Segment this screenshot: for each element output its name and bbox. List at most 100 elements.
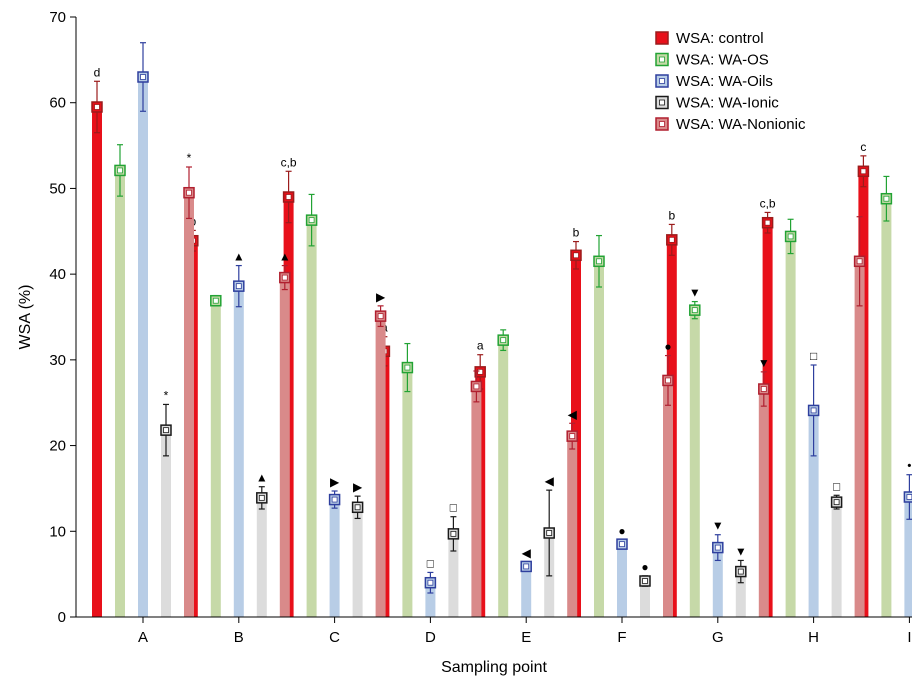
- x-tick-label: H: [808, 629, 819, 646]
- bar: [498, 340, 509, 617]
- mean-marker-center: [140, 74, 146, 80]
- significance-label: ▼: [758, 356, 770, 370]
- mean-marker-center: [764, 219, 771, 226]
- bar: [640, 581, 650, 617]
- mean-marker-center: [714, 544, 721, 551]
- bar: [567, 436, 578, 617]
- mean-marker-center: [117, 167, 123, 174]
- mean-marker-center: [235, 283, 242, 290]
- plot-area: dbc,baabbc,bc▼▲▶□◀●▼□•*▲▶□◀●▼□•*▲▶◀●▼•: [91, 42, 912, 618]
- mean-marker-center: [404, 364, 411, 371]
- legend-swatch: [655, 31, 669, 45]
- mean-marker-center: [500, 337, 507, 344]
- mean-marker-center: [163, 427, 169, 434]
- mean-marker-center: [546, 530, 553, 536]
- significance-label: ▶: [330, 475, 340, 489]
- mean-marker-center: [569, 433, 576, 440]
- significance-label: ▼: [689, 286, 701, 300]
- bar: [448, 533, 459, 617]
- bar: [663, 380, 673, 617]
- significance-label: ▶: [376, 290, 386, 304]
- mean-marker-center: [331, 496, 338, 503]
- y-tick-label: 70: [49, 9, 66, 26]
- significance-label: ●: [664, 340, 671, 354]
- significance-label: □: [427, 556, 434, 570]
- bar: [471, 386, 482, 617]
- bar: [92, 107, 102, 617]
- bar: [594, 261, 604, 617]
- mean-marker-center: [787, 233, 794, 240]
- significance-label: ◀: [568, 407, 578, 421]
- x-tick-label: B: [234, 629, 244, 646]
- bar: [233, 286, 244, 617]
- mean-marker-center: [596, 258, 602, 265]
- mean-marker-center: [473, 383, 480, 390]
- legend-swatch-center: [659, 56, 665, 63]
- significance-label: ◀: [545, 474, 555, 488]
- bar: [279, 277, 290, 617]
- significance-label: *: [164, 388, 169, 402]
- bar: [210, 300, 221, 617]
- mean-marker-center: [883, 195, 890, 202]
- mean-marker-center: [258, 494, 265, 501]
- significance-label: ▲: [256, 471, 268, 485]
- significance-label: •: [907, 459, 911, 473]
- bar: [161, 430, 171, 617]
- bar: [854, 261, 865, 617]
- significance-label: ▼: [735, 544, 747, 558]
- mean-marker-center: [619, 541, 625, 548]
- legend-label: WSA: WA-Ionic: [676, 95, 779, 112]
- legend-label: WSA: WA-Oils: [676, 73, 773, 90]
- bar: [904, 497, 912, 617]
- mean-marker-center: [573, 252, 579, 259]
- y-tick-label: 0: [58, 609, 66, 626]
- bar: [831, 502, 842, 617]
- significance-label: □: [450, 501, 457, 515]
- x-tick-label: C: [329, 629, 340, 646]
- mean-marker-center: [860, 168, 867, 175]
- bar: [521, 566, 532, 617]
- mean-marker-center: [760, 386, 767, 392]
- mean-marker-center: [906, 494, 912, 500]
- bar: [689, 310, 700, 617]
- mean-marker-center: [691, 307, 698, 314]
- significance-label: *: [187, 151, 192, 165]
- mean-marker-center: [285, 194, 292, 200]
- mean-marker-center: [477, 368, 484, 375]
- bar: [735, 571, 746, 617]
- bar: [881, 198, 892, 617]
- y-tick-label: 10: [49, 523, 66, 540]
- bar: [138, 77, 148, 617]
- legend: WSA: control WSA: WA-OS WSA: WA-Oils WSA: W…: [655, 30, 806, 133]
- significance-label: ▲: [233, 250, 245, 264]
- significance-label: a: [477, 339, 484, 353]
- x-tick-label: E: [521, 629, 531, 646]
- mean-marker-center: [737, 568, 744, 575]
- legend-label: WSA: WA-OS: [676, 52, 769, 69]
- x-tick-label: D: [425, 629, 436, 646]
- mean-marker-center: [308, 217, 315, 224]
- legend-swatch-center: [659, 99, 665, 106]
- mean-marker-center: [450, 530, 457, 537]
- significance-label: b: [668, 208, 675, 222]
- bar: [184, 192, 194, 617]
- significance-label: ●: [641, 560, 648, 574]
- significance-label: b: [573, 226, 580, 240]
- legend-swatch-center: [659, 78, 665, 84]
- bar: [402, 367, 413, 617]
- mean-marker-center: [642, 578, 648, 584]
- mean-marker-center: [810, 407, 817, 414]
- legend-label: WSA: control: [676, 30, 764, 47]
- significance-label: ◀: [522, 546, 532, 560]
- y-tick-label: 20: [49, 438, 66, 455]
- significance-label: d: [94, 65, 101, 79]
- significance-label: c: [860, 140, 866, 154]
- x-tick-label: F: [617, 629, 626, 646]
- bar: [375, 316, 386, 617]
- y-tick-label: 50: [49, 180, 66, 197]
- mean-marker-center: [427, 579, 434, 586]
- legend-label: WSA: WA-Nonionic: [676, 116, 806, 133]
- significance-label: ▶: [353, 480, 363, 494]
- mean-marker-center: [523, 563, 530, 570]
